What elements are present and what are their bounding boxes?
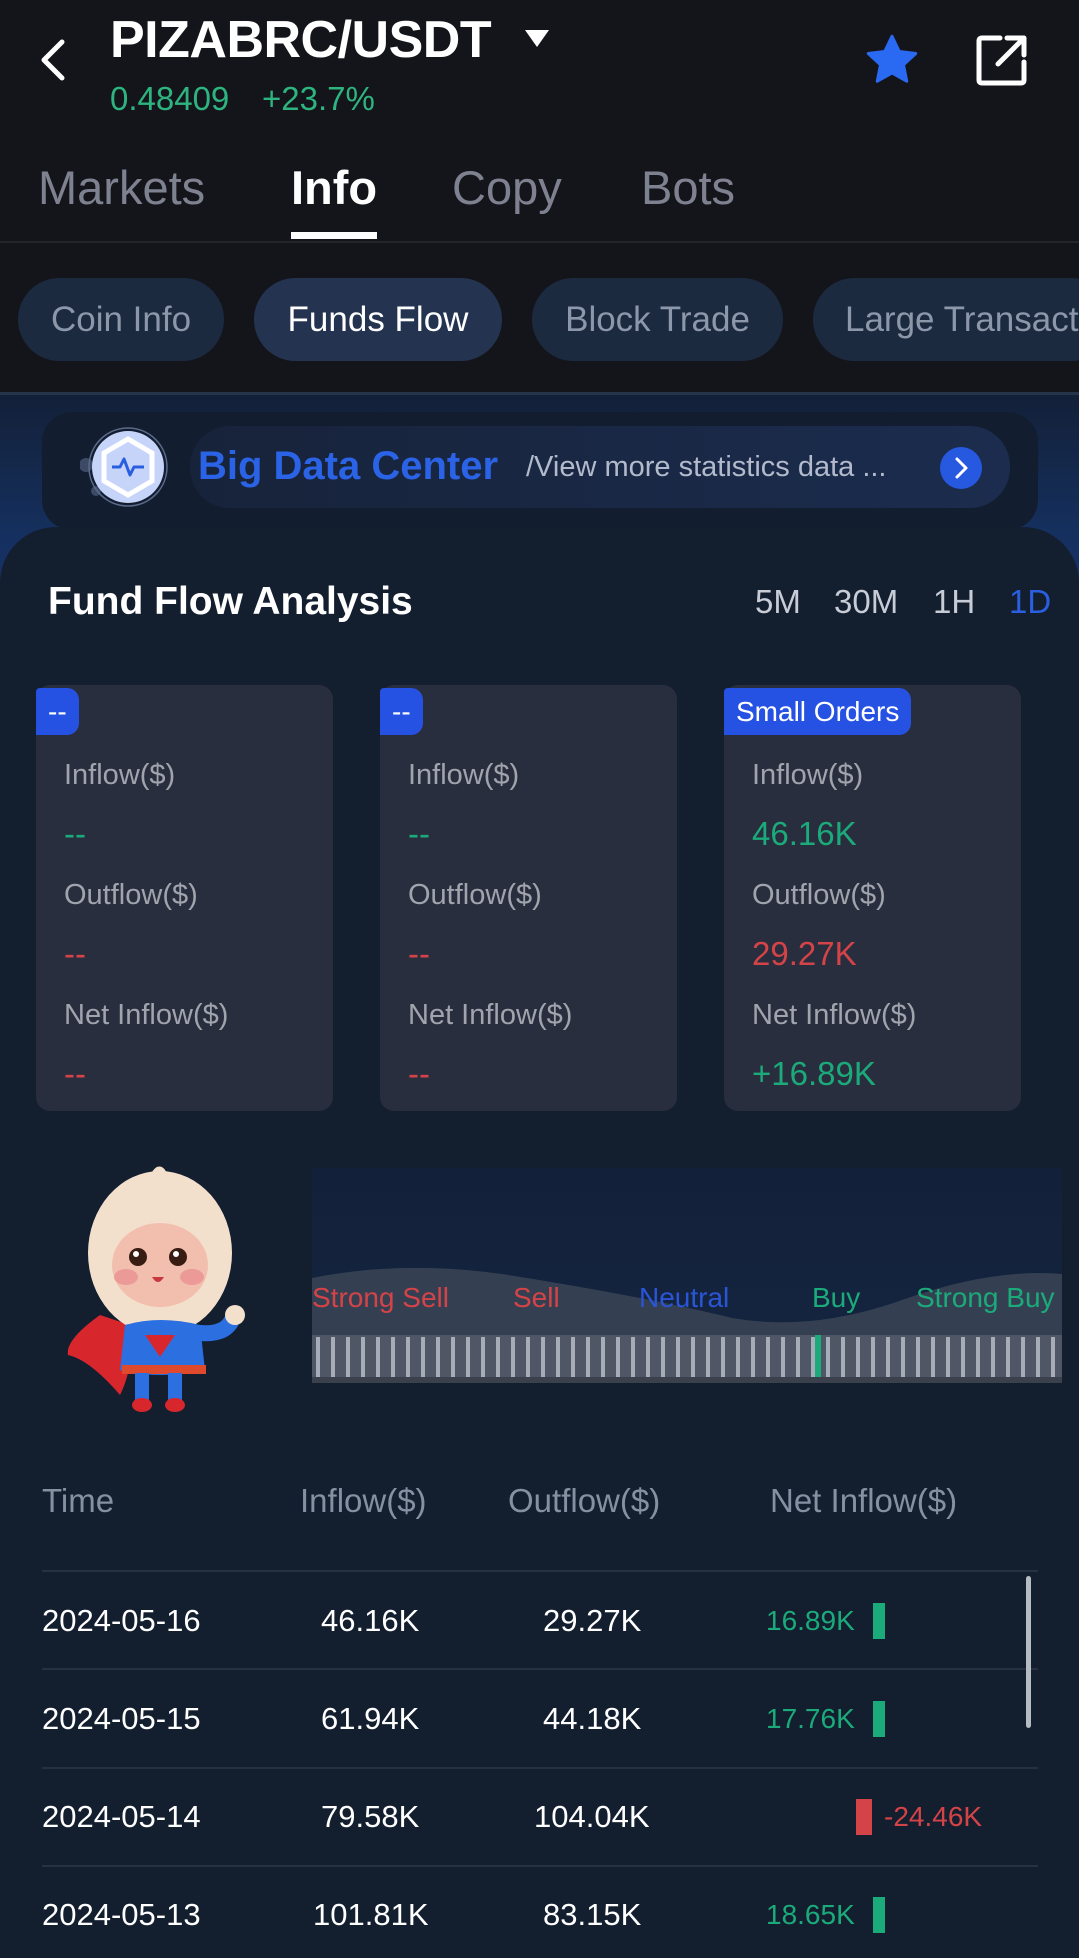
net-inflow-bar xyxy=(873,1897,885,1933)
section-title: Fund Flow Analysis xyxy=(48,580,413,623)
sentiment-indicator xyxy=(815,1335,821,1379)
sentiment-wave xyxy=(312,1260,1062,1335)
price-change: +23.7% xyxy=(262,80,375,117)
order-card-2: -- Inflow($) -- Outflow($) -- Net Inflow… xyxy=(380,685,677,1111)
card-badge: -- xyxy=(380,688,423,735)
timeframe-1d[interactable]: 1D xyxy=(1009,583,1052,620)
tab-divider xyxy=(0,241,1079,243)
chip-block-trade[interactable]: Block Trade xyxy=(532,278,783,361)
banner-inner xyxy=(190,426,1010,508)
mascot-illustration xyxy=(60,1165,275,1415)
outflow-value: -- xyxy=(408,935,430,972)
tab-copy[interactable]: Copy xyxy=(452,161,562,214)
inflow-value: 46.16K xyxy=(752,815,857,852)
table-scrollbar[interactable] xyxy=(1026,1576,1031,1728)
row-outflow: 83.15K xyxy=(543,1897,642,1932)
row-net-inflow: 16.89K xyxy=(766,1605,855,1636)
timeframe-30m[interactable]: 30M xyxy=(834,583,899,620)
inflow-value: -- xyxy=(64,815,86,852)
net-inflow-value: -- xyxy=(408,1055,430,1092)
row-time: 2024-05-13 xyxy=(42,1897,201,1932)
card-badge: -- xyxy=(36,688,79,735)
last-price: 0.48409 xyxy=(110,80,230,117)
row-time: 2024-05-14 xyxy=(42,1799,201,1834)
tab-info[interactable]: Info xyxy=(291,161,378,214)
net-inflow-bar xyxy=(873,1701,885,1737)
gauge-base xyxy=(312,1377,1062,1383)
outflow-value: 29.27K xyxy=(752,935,857,972)
gauge-label-strong-buy: Strong Buy xyxy=(916,1282,1055,1313)
share-icon[interactable] xyxy=(974,32,1030,88)
timeframe-5m[interactable]: 5M xyxy=(755,583,801,620)
net-inflow-label: Net Inflow($) xyxy=(408,999,573,1031)
row-divider xyxy=(42,1767,1038,1769)
banner-subtitle[interactable]: /View more statistics data ... xyxy=(526,451,887,483)
tab-bots[interactable]: Bots xyxy=(641,161,736,214)
timeframe-1h[interactable]: 1H xyxy=(933,583,976,620)
row-inflow: 101.81K xyxy=(313,1897,429,1932)
pair-title[interactable]: PIZABRC/USDT xyxy=(110,11,492,69)
star-icon[interactable] xyxy=(862,30,922,90)
row-net-inflow: -24.46K xyxy=(884,1801,983,1832)
outflow-value: -- xyxy=(64,935,86,972)
row-outflow: 44.18K xyxy=(543,1701,642,1736)
outflow-label: Outflow($) xyxy=(408,879,542,911)
row-divider xyxy=(42,1668,1038,1670)
row-outflow: 104.04K xyxy=(534,1799,650,1834)
net-inflow-value: -- xyxy=(64,1055,86,1092)
banner-title[interactable]: Big Data Center xyxy=(198,444,499,488)
sentiment-gauge-ticks xyxy=(312,1335,1062,1379)
chevron-right-icon[interactable] xyxy=(940,447,982,489)
gauge-label-sell: Sell xyxy=(513,1282,560,1313)
net-inflow-label: Net Inflow($) xyxy=(64,999,229,1031)
inflow-label: Inflow($) xyxy=(752,759,864,791)
row-divider xyxy=(42,1570,1038,1572)
row-inflow: 61.94K xyxy=(321,1701,420,1736)
row-outflow: 29.27K xyxy=(543,1603,642,1638)
inflow-value: -- xyxy=(408,815,430,852)
gauge-label-strong-sell: Strong Sell xyxy=(312,1282,449,1313)
row-divider xyxy=(42,1865,1038,1867)
caret-down-icon[interactable] xyxy=(524,28,550,48)
outflow-label: Outflow($) xyxy=(752,879,886,911)
inflow-label: Inflow($) xyxy=(408,759,520,791)
chip-coin-info[interactable]: Coin Info xyxy=(18,278,224,361)
col-header-inflow: Inflow($) xyxy=(300,1482,427,1519)
big-data-icon xyxy=(79,425,180,509)
active-tab-indicator xyxy=(291,232,377,239)
order-card-1: -- Inflow($) -- Outflow($) -- Net Inflow… xyxy=(36,685,333,1111)
col-header-outflow: Outflow($) xyxy=(508,1482,661,1519)
tab-markets[interactable]: Markets xyxy=(38,161,206,214)
gauge-label-buy: Buy xyxy=(812,1282,861,1313)
row-inflow: 46.16K xyxy=(321,1603,420,1638)
chip-funds-flow[interactable]: Funds Flow xyxy=(254,278,502,361)
row-net-inflow: 17.76K xyxy=(766,1703,855,1734)
net-inflow-bar xyxy=(873,1603,885,1639)
col-header-time: Time xyxy=(42,1482,115,1519)
gauge-label-neutral: Neutral xyxy=(639,1282,730,1313)
outflow-label: Outflow($) xyxy=(64,879,198,911)
row-inflow: 79.58K xyxy=(321,1799,420,1834)
order-card-small-orders: Small Orders Inflow($) 46.16K Outflow($)… xyxy=(724,685,1021,1111)
col-header-net-inflow: Net Inflow($) xyxy=(770,1482,958,1519)
back-arrow-icon[interactable] xyxy=(36,38,76,82)
row-time: 2024-05-15 xyxy=(42,1701,201,1736)
row-time: 2024-05-16 xyxy=(42,1603,201,1638)
inflow-label: Inflow($) xyxy=(64,759,176,791)
net-inflow-value: +16.89K xyxy=(752,1055,876,1092)
net-inflow-bar xyxy=(856,1799,872,1835)
chip-large-transactions[interactable]: Large Transact xyxy=(813,278,1079,361)
net-inflow-label: Net Inflow($) xyxy=(752,999,917,1031)
card-badge: Small Orders xyxy=(724,688,912,735)
row-net-inflow: 18.65K xyxy=(766,1899,855,1930)
